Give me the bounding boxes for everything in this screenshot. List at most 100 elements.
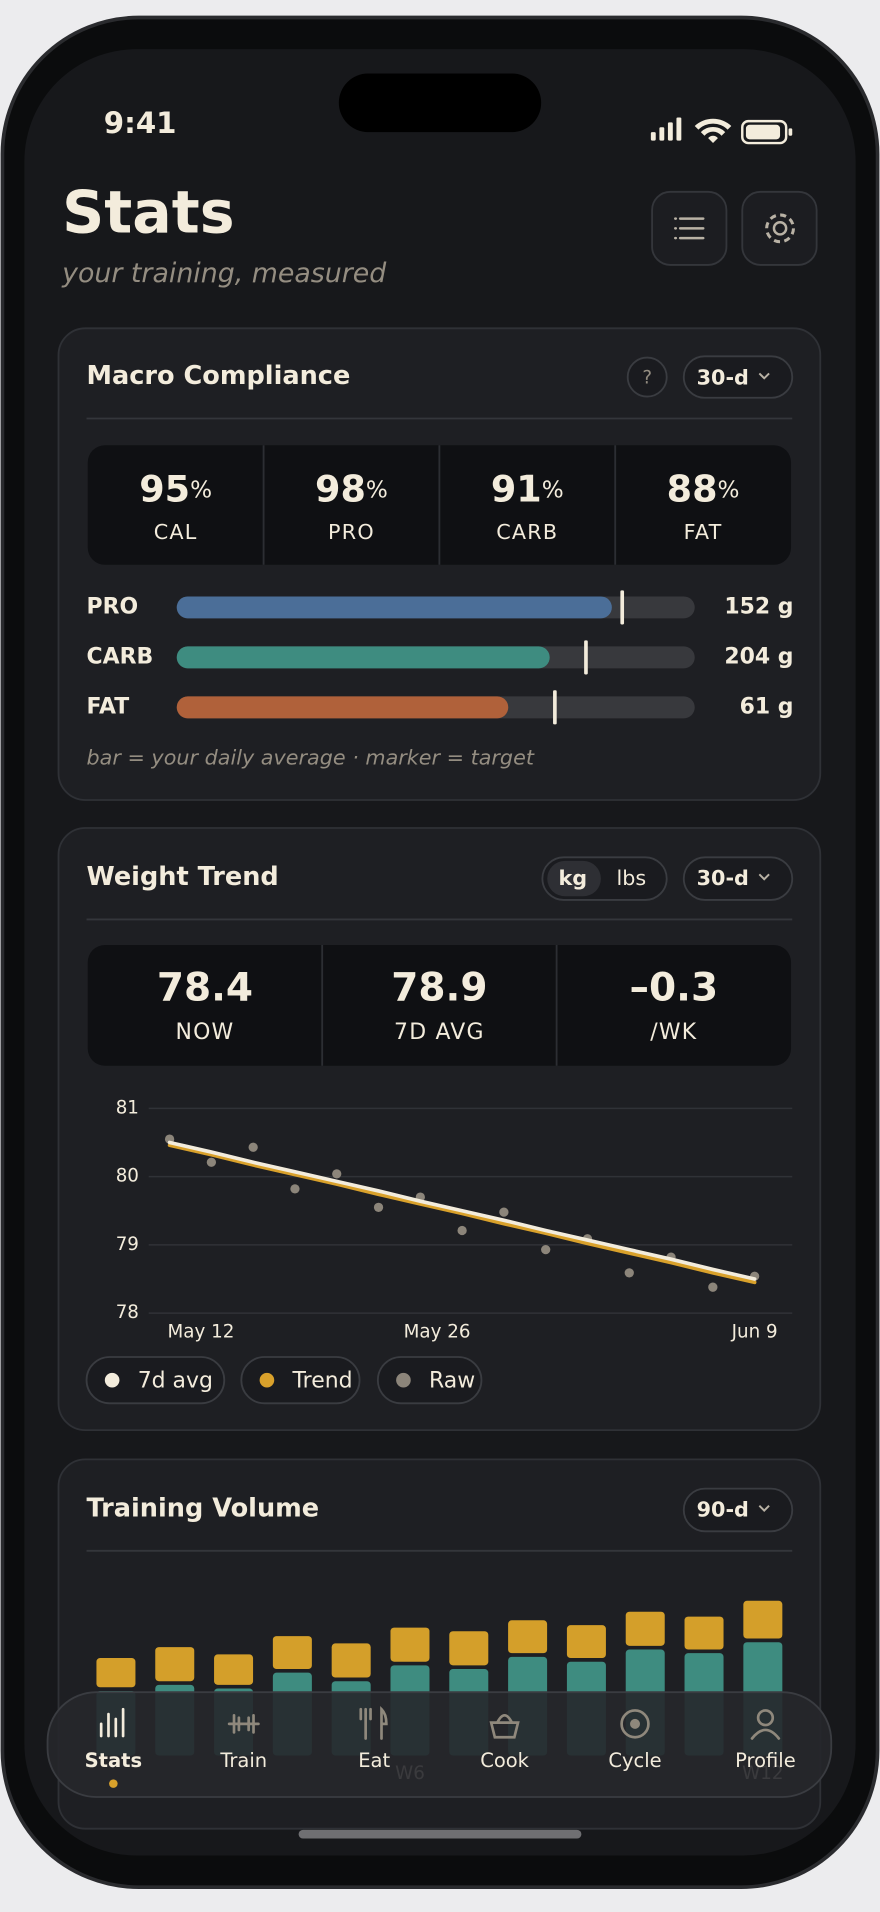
series-line bbox=[167, 1143, 757, 1285]
tab-icon-stats bbox=[99, 1707, 125, 1738]
tab-icon-train bbox=[227, 1713, 260, 1734]
card-title: Training Volume bbox=[87, 1493, 320, 1523]
legend-pill[interactable] bbox=[240, 1356, 361, 1405]
y-tick-label: 78 bbox=[116, 1302, 139, 1323]
tab-label[interactable]: Cycle bbox=[608, 1749, 661, 1772]
raw-point bbox=[290, 1184, 300, 1194]
legend-pill[interactable] bbox=[376, 1356, 483, 1405]
tab-label[interactable]: Profile bbox=[735, 1749, 796, 1772]
macro-value: 61 g bbox=[740, 694, 794, 719]
tab-label[interactable]: Train bbox=[219, 1749, 267, 1772]
average-bar bbox=[176, 696, 509, 719]
tab-label[interactable]: Stats bbox=[85, 1749, 142, 1772]
settings-button[interactable] bbox=[741, 190, 818, 266]
range-select[interactable]: 30-d bbox=[682, 355, 794, 399]
card-title: Weight Trend bbox=[87, 862, 279, 892]
page-subtitle: your training, measured bbox=[61, 258, 387, 289]
stat-unit: % bbox=[190, 477, 212, 503]
stat-value: 88% bbox=[667, 467, 740, 510]
legend-swatch bbox=[396, 1372, 411, 1388]
y-tick-label: 79 bbox=[116, 1234, 139, 1255]
range-label: 90-d bbox=[697, 1498, 749, 1522]
raw-point bbox=[541, 1245, 551, 1255]
weight-card: Weight Trend kg lbs 30-d 78.4 NOW 78.9 7D AV… bbox=[57, 827, 822, 1432]
status-time: 9:41 bbox=[104, 106, 177, 140]
target-marker bbox=[584, 640, 588, 675]
stat-unit: % bbox=[718, 477, 740, 503]
stat-unit: % bbox=[542, 477, 564, 503]
status-icons bbox=[650, 117, 793, 145]
x-tick-label: May 12 bbox=[168, 1322, 235, 1343]
range-select[interactable]: 30-d bbox=[682, 856, 794, 901]
stat-label: FAT bbox=[684, 520, 723, 544]
range-label: 30-d bbox=[697, 365, 749, 389]
volume-segment bbox=[272, 1636, 312, 1670]
tab-label[interactable]: Cook bbox=[480, 1749, 529, 1772]
legend-swatch bbox=[259, 1372, 275, 1388]
tab-icon-cycle bbox=[620, 1709, 650, 1739]
stat-value: 78.4 bbox=[157, 966, 253, 1011]
stat-number: 88 bbox=[667, 467, 718, 510]
volume-segment bbox=[390, 1627, 430, 1662]
volume-segment bbox=[331, 1643, 371, 1678]
stat-number: 95 bbox=[139, 467, 190, 510]
average-bar bbox=[176, 646, 550, 669]
stat-value: 91% bbox=[491, 467, 564, 510]
volume-segment bbox=[214, 1654, 254, 1685]
macro-label: PRO bbox=[87, 594, 139, 619]
x-tick-label: Jun 9 bbox=[731, 1322, 778, 1343]
volume-segment bbox=[155, 1647, 195, 1682]
legend-label: Trend bbox=[292, 1368, 353, 1393]
volume-segment bbox=[743, 1600, 783, 1639]
series-line bbox=[167, 1140, 757, 1281]
raw-point bbox=[457, 1225, 467, 1236]
unit-option[interactable]: lbs bbox=[617, 866, 647, 890]
legend-pill[interactable] bbox=[85, 1356, 226, 1405]
y-tick-label: 80 bbox=[116, 1166, 139, 1187]
volume-segment bbox=[566, 1625, 606, 1659]
dynamic-island bbox=[338, 73, 542, 133]
target-marker bbox=[620, 590, 625, 625]
stat-label: NOW bbox=[175, 1020, 234, 1045]
help-button[interactable]: ? bbox=[626, 356, 668, 398]
target-marker bbox=[553, 690, 557, 725]
macro-label: CARB bbox=[87, 644, 154, 669]
average-bar bbox=[176, 596, 612, 619]
legend-label: Raw bbox=[429, 1368, 475, 1393]
stat-label: CARB bbox=[496, 520, 558, 544]
list-button[interactable] bbox=[651, 190, 728, 266]
range-label: 30-d bbox=[697, 866, 749, 890]
volume-segment bbox=[684, 1616, 724, 1650]
stat-number: 98 bbox=[315, 467, 366, 510]
stat-value: 95% bbox=[139, 467, 212, 510]
stat-label: /WK bbox=[650, 1020, 697, 1045]
raw-point bbox=[373, 1202, 384, 1212]
raw-point bbox=[332, 1169, 342, 1179]
stat-label: PRO bbox=[328, 520, 375, 544]
volume-segment bbox=[96, 1658, 136, 1688]
macro-value: 204 g bbox=[724, 644, 793, 669]
macro-label: FAT bbox=[87, 694, 130, 719]
stat-value: 98% bbox=[315, 467, 388, 510]
tab-icon-profile bbox=[750, 1709, 781, 1740]
raw-point bbox=[499, 1207, 509, 1217]
stat-value: 78.9 bbox=[391, 966, 487, 1011]
tab-label[interactable]: Eat bbox=[358, 1749, 390, 1772]
raw-point bbox=[248, 1142, 258, 1152]
help-label: ? bbox=[642, 367, 652, 388]
raw-point bbox=[708, 1282, 718, 1292]
range-select[interactable]: 90-d bbox=[682, 1487, 794, 1533]
legend-label: 7d avg bbox=[138, 1368, 213, 1393]
raw-point bbox=[206, 1157, 217, 1167]
tab-icon-eat bbox=[359, 1706, 388, 1740]
unit-option[interactable]: kg bbox=[559, 866, 588, 890]
macro-note: bar = your daily average · marker = targ… bbox=[87, 746, 535, 770]
stat-number: 91 bbox=[491, 467, 542, 510]
stat-label: 7D AVG bbox=[394, 1020, 485, 1045]
active-indicator bbox=[109, 1779, 118, 1788]
tab-bar: Stats Train Eat Cook Cycle Profile bbox=[46, 1691, 833, 1798]
y-tick-label: 81 bbox=[116, 1097, 139, 1118]
volume-segment bbox=[449, 1631, 489, 1666]
